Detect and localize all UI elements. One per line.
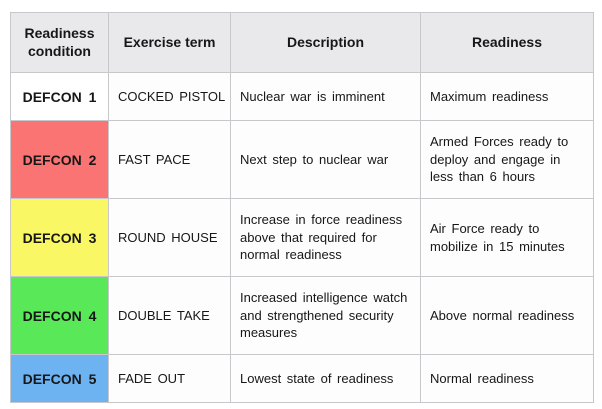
cell-description: Nuclear war is imminent: [230, 72, 421, 121]
header-exercise-term: Exercise term: [108, 12, 231, 73]
cell-readiness: Air Force ready to mobilize in 15 minute…: [420, 198, 594, 277]
defcon-readiness-table: Readiness condition Exercise term Descri…: [10, 12, 594, 403]
cell-condition: DEFCON 1: [10, 72, 109, 121]
cell-readiness: Maximum readiness: [420, 72, 594, 121]
table-row-defcon-1: DEFCON 1 COCKED PISTOL Nuclear war is im…: [10, 72, 594, 121]
cell-description: Next step to nuclear war: [230, 120, 421, 199]
table-row-defcon-4: DEFCON 4 DOUBLE TAKE Increased intellige…: [10, 276, 594, 355]
cell-exercise-term: DOUBLE TAKE: [108, 276, 231, 355]
cell-exercise-term: COCKED PISTOL: [108, 72, 231, 121]
table-row-defcon-5: DEFCON 5 FADE OUT Lowest state of readin…: [10, 354, 594, 403]
cell-readiness: Above normal readiness: [420, 276, 594, 355]
header-readiness-condition: Readiness condition: [10, 12, 109, 73]
header-description: Description: [230, 12, 421, 73]
cell-condition: DEFCON 3: [10, 198, 109, 277]
cell-description: Increase in force readiness above that r…: [230, 198, 421, 277]
table-row-defcon-2: DEFCON 2 FAST PACE Next step to nuclear …: [10, 120, 594, 199]
table-row-defcon-3: DEFCON 3 ROUND HOUSE Increase in force r…: [10, 198, 594, 277]
cell-exercise-term: ROUND HOUSE: [108, 198, 231, 277]
cell-condition: DEFCON 4: [10, 276, 109, 355]
cell-readiness: Armed Forces ready to deploy and engage …: [420, 120, 594, 199]
header-readiness: Readiness: [420, 12, 594, 73]
cell-exercise-term: FADE OUT: [108, 354, 231, 403]
cell-description: Increased intelligence watch and strengt…: [230, 276, 421, 355]
cell-condition: DEFCON 2: [10, 120, 109, 199]
cell-condition: DEFCON 5: [10, 354, 109, 403]
cell-readiness: Normal readiness: [420, 354, 594, 403]
table-header-row: Readiness condition Exercise term Descri…: [10, 12, 594, 73]
cell-exercise-term: FAST PACE: [108, 120, 231, 199]
cell-description: Lowest state of readiness: [230, 354, 421, 403]
